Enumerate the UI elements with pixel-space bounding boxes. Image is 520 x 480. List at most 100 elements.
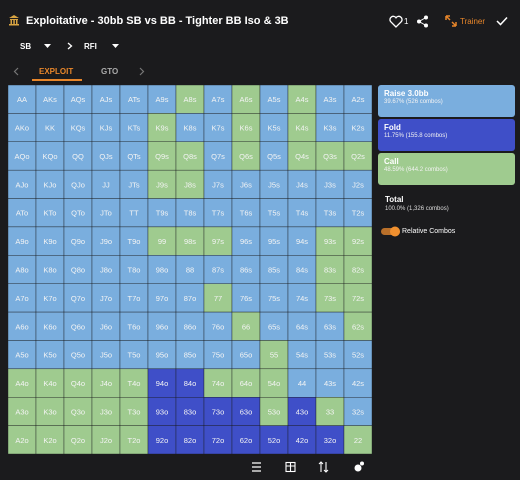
hand-cell[interactable] [203, 283, 233, 313]
hand-cell[interactable] [175, 425, 205, 454]
hand-cell[interactable] [343, 169, 372, 199]
hand-cell[interactable] [147, 113, 177, 142]
hand-cell[interactable] [147, 368, 177, 398]
hand-cell[interactable] [8, 255, 37, 284]
hand-cell[interactable] [119, 169, 149, 199]
hand-cell[interactable] [231, 283, 261, 313]
trainer-icon[interactable] [445, 15, 457, 27]
hand-cell[interactable] [8, 141, 37, 171]
hand-cell[interactable] [91, 283, 121, 313]
hand-cell[interactable] [259, 226, 289, 256]
hand-cell[interactable] [8, 425, 37, 454]
hand-cell[interactable] [315, 169, 345, 199]
hand-cell[interactable] [119, 340, 149, 370]
hand-cell[interactable] [175, 85, 205, 114]
hand-cell[interactable] [8, 226, 37, 256]
hand-cell[interactable] [91, 169, 121, 199]
hand-cell[interactable] [231, 340, 261, 370]
hand-cell[interactable] [231, 311, 261, 341]
hand-cell[interactable] [259, 283, 289, 313]
hand-cell[interactable] [231, 198, 261, 228]
prev-arrow[interactable] [13, 67, 19, 76]
confirm-button[interactable] [496, 16, 508, 26]
hand-cell[interactable] [315, 141, 345, 171]
hand-cell[interactable] [8, 311, 37, 341]
hand-cell[interactable] [147, 198, 177, 228]
next-arrow[interactable] [139, 67, 145, 76]
like-button[interactable] [389, 15, 403, 28]
sort-icon[interactable] [318, 461, 329, 473]
hand-cell[interactable] [119, 198, 149, 228]
hand-cell[interactable] [63, 141, 93, 171]
hand-cell[interactable] [287, 397, 317, 426]
hand-cell[interactable] [315, 340, 345, 370]
hand-cell[interactable] [175, 283, 205, 313]
toggle[interactable] [380, 226, 402, 237]
position-select[interactable]: SB [20, 42, 32, 51]
hand-cell[interactable] [147, 283, 177, 313]
hand-cell[interactable] [259, 425, 289, 454]
hand-cell[interactable] [315, 283, 345, 313]
hand-cell[interactable] [63, 397, 93, 426]
hand-cell[interactable] [315, 311, 345, 341]
hand-cell[interactable] [147, 85, 177, 114]
hand-cell[interactable] [35, 283, 65, 313]
hand-cell[interactable] [343, 311, 372, 341]
hand-cell[interactable] [119, 425, 149, 454]
hand-cell[interactable] [147, 425, 177, 454]
hand-cell[interactable] [343, 425, 372, 454]
hand-cell[interactable] [91, 226, 121, 256]
hand-cell[interactable] [91, 340, 121, 370]
hand-cell[interactable] [203, 340, 233, 370]
hand-cell[interactable] [259, 169, 289, 199]
hand-cell[interactable] [259, 141, 289, 171]
hand-cell[interactable] [175, 113, 205, 142]
hand-cell[interactable] [119, 368, 149, 398]
table-icon[interactable] [285, 461, 296, 473]
hand-cell[interactable] [119, 397, 149, 426]
hand-cell[interactable] [175, 340, 205, 370]
hand-cell[interactable] [35, 226, 65, 256]
hand-cell[interactable] [35, 311, 65, 341]
hand-cell[interactable] [287, 340, 317, 370]
hand-cell[interactable] [175, 311, 205, 341]
hand-cell[interactable] [231, 397, 261, 426]
hand-cell[interactable] [63, 425, 93, 454]
hand-cell[interactable] [147, 169, 177, 199]
tab-gto[interactable]: GTO [101, 67, 119, 76]
hand-cell[interactable] [147, 397, 177, 426]
hand-cell[interactable] [8, 85, 37, 114]
hand-cell[interactable] [259, 255, 289, 284]
hand-cell[interactable] [203, 368, 233, 398]
hand-cell[interactable] [175, 397, 205, 426]
hand-cell[interactable] [63, 226, 93, 256]
hand-cell[interactable] [231, 141, 261, 171]
hand-cell[interactable] [259, 311, 289, 341]
share-button[interactable] [416, 15, 429, 28]
action-select[interactable]: RFI [84, 42, 97, 51]
chip-icon[interactable] [354, 461, 365, 472]
hand-cell[interactable] [119, 283, 149, 313]
hand-cell[interactable] [35, 198, 65, 228]
hand-cell[interactable] [231, 169, 261, 199]
hand-cell[interactable] [343, 255, 372, 284]
hand-cell[interactable] [259, 198, 289, 228]
hand-cell[interactable] [203, 169, 233, 199]
hand-cell[interactable] [343, 340, 372, 370]
hand-cell[interactable] [343, 397, 372, 426]
hand-cell[interactable] [315, 198, 345, 228]
hand-cell[interactable] [91, 311, 121, 341]
hand-cell[interactable] [35, 169, 65, 199]
hand-cell[interactable] [315, 113, 345, 142]
hand-cell[interactable] [147, 340, 177, 370]
hand-cell[interactable] [343, 113, 372, 142]
hand-cell[interactable] [343, 368, 372, 398]
hand-cell[interactable] [343, 141, 372, 171]
hand-cell[interactable] [119, 255, 149, 284]
hand-cell[interactable] [259, 368, 289, 398]
hand-cell[interactable] [35, 113, 65, 142]
hand-cell[interactable] [315, 397, 345, 426]
hand-cell[interactable] [231, 226, 261, 256]
hand-cell[interactable] [91, 141, 121, 171]
hand-cell[interactable] [231, 85, 261, 114]
